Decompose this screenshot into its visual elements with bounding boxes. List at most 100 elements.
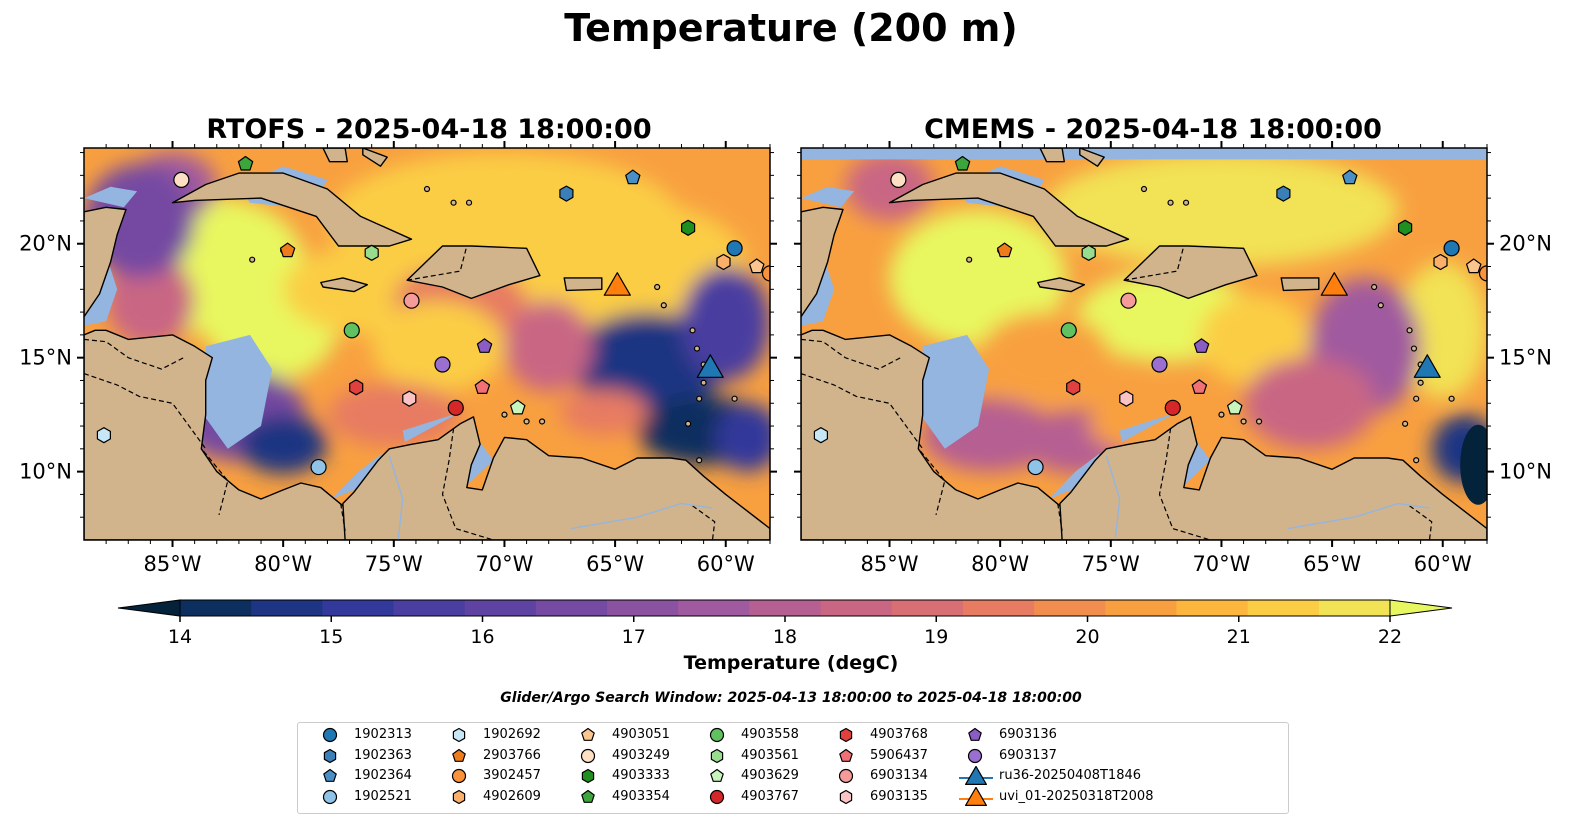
- legend-label: 4903768: [870, 727, 928, 742]
- legend-symbol: [322, 727, 338, 743]
- marker-6903134: [403, 292, 420, 309]
- legend-symbol: [709, 789, 725, 804]
- small-island: [423, 185, 431, 193]
- legend: 1902313 1902363 1902364 1902521 1902692 29037…: [297, 722, 1289, 814]
- legend-label: 4902609: [483, 788, 541, 804]
- colorbar-segment: [1105, 600, 1177, 616]
- marker-ru36-20250408T1846: [1413, 354, 1441, 378]
- marker-3902457: [1478, 265, 1487, 282]
- legend-marker: [452, 727, 466, 743]
- legend-label: 1902363: [354, 747, 412, 763]
- legend-label: 1902521: [354, 788, 412, 804]
- panel-title-cmems: CMEMS - 2025-04-18 18:00:00: [924, 114, 1382, 145]
- colorbar-segment: [962, 600, 1035, 616]
- small-island: [1448, 395, 1455, 402]
- lat-tick-label: 15°N: [19, 346, 72, 370]
- temperature-patch: [1044, 152, 1399, 267]
- small-island: [465, 199, 473, 206]
- legend-marker: [581, 768, 595, 784]
- colorbar-segment: [1034, 600, 1106, 616]
- country-border: [692, 505, 716, 540]
- marker-4903558: [1060, 322, 1077, 339]
- legend-marker: [965, 786, 987, 806]
- legend-symbol: [838, 768, 854, 784]
- shallow-shelf: [203, 334, 273, 449]
- legend-symbol: [323, 748, 337, 763]
- legend-marker: [839, 748, 853, 762]
- legend-marker: [323, 748, 337, 763]
- marker-6903135: [1119, 390, 1134, 407]
- legend-label: 4903354: [612, 788, 670, 804]
- small-island: [1140, 185, 1148, 193]
- lon-tick-label: 80°W: [254, 552, 312, 576]
- small-island: [693, 345, 701, 352]
- country-border: [1409, 505, 1433, 540]
- legend-marker: [968, 727, 982, 741]
- legend-marker: [452, 789, 466, 804]
- legend-marker: [322, 789, 338, 804]
- figure-title: Temperature (200 m): [564, 6, 1018, 50]
- legend-symbol: [581, 727, 595, 741]
- marker-1902692: [96, 427, 112, 444]
- small-island: [450, 199, 457, 206]
- shallow-shelf: [920, 334, 990, 449]
- legend-marker: [965, 766, 987, 785]
- marker-ru36-20250408T1846: [696, 354, 724, 378]
- legend-marker: [839, 789, 853, 804]
- legend-marker: [452, 748, 466, 762]
- small-island: [1167, 199, 1174, 206]
- marker-4903561: [364, 244, 379, 261]
- small-island: [1413, 457, 1420, 464]
- small-island: [696, 457, 703, 464]
- map-panel-rtofs: [84, 148, 770, 540]
- marker-4903629: [510, 399, 526, 415]
- small-island: [1240, 418, 1247, 425]
- country-border: [203, 450, 229, 516]
- land-bahama2: [1079, 148, 1105, 167]
- small-island: [731, 395, 738, 402]
- legend-marker: [967, 748, 983, 763]
- marker-1902313: [726, 240, 743, 257]
- marker-4903249: [173, 171, 190, 189]
- colorbar-tick-label: 14: [168, 626, 192, 648]
- legend-symbol: [709, 727, 725, 743]
- legend-symbol: [451, 768, 467, 784]
- temperature-patch: [238, 414, 328, 474]
- legend-symbol: [581, 768, 595, 784]
- small-island: [1255, 418, 1263, 425]
- small-island: [249, 256, 256, 263]
- legend-marker: [709, 727, 725, 743]
- shallow-shelf: [801, 186, 855, 208]
- land-central: [84, 329, 351, 540]
- temperature-patch: [1243, 357, 1377, 449]
- small-island: [1218, 411, 1225, 418]
- marker-4903354: [237, 155, 254, 171]
- lon-tick-label: 65°W: [586, 552, 644, 576]
- map-frame: [83, 147, 771, 541]
- legend-marker: [839, 727, 853, 743]
- land-yucatan: [801, 206, 844, 318]
- country-border: [340, 503, 346, 531]
- marker-4903561: [1081, 244, 1096, 261]
- colorbar-tick-label: 17: [622, 626, 646, 648]
- country-border: [84, 373, 207, 450]
- legend-symbol: [959, 766, 993, 785]
- legend-marker: [838, 768, 854, 784]
- lon-tick-label: 75°W: [365, 552, 423, 576]
- colorbar-segment: [393, 600, 466, 616]
- land-hisp: [1123, 245, 1258, 300]
- marker-4903629: [1226, 399, 1243, 415]
- legend-label: 1902364: [354, 768, 412, 783]
- marker-4903767: [1164, 399, 1181, 416]
- legend-symbol: [710, 768, 724, 782]
- country-border: [441, 428, 494, 540]
- small-island: [538, 418, 546, 425]
- lon-tick-label: 60°W: [697, 552, 755, 576]
- colorbar-tick-label: 22: [1378, 626, 1402, 648]
- legend-label: 4903051: [612, 727, 670, 742]
- small-island: [966, 256, 973, 263]
- country-border: [406, 245, 468, 281]
- colorbar-tick-label: 21: [1227, 626, 1251, 648]
- colorbar-tick-label: 16: [470, 626, 494, 648]
